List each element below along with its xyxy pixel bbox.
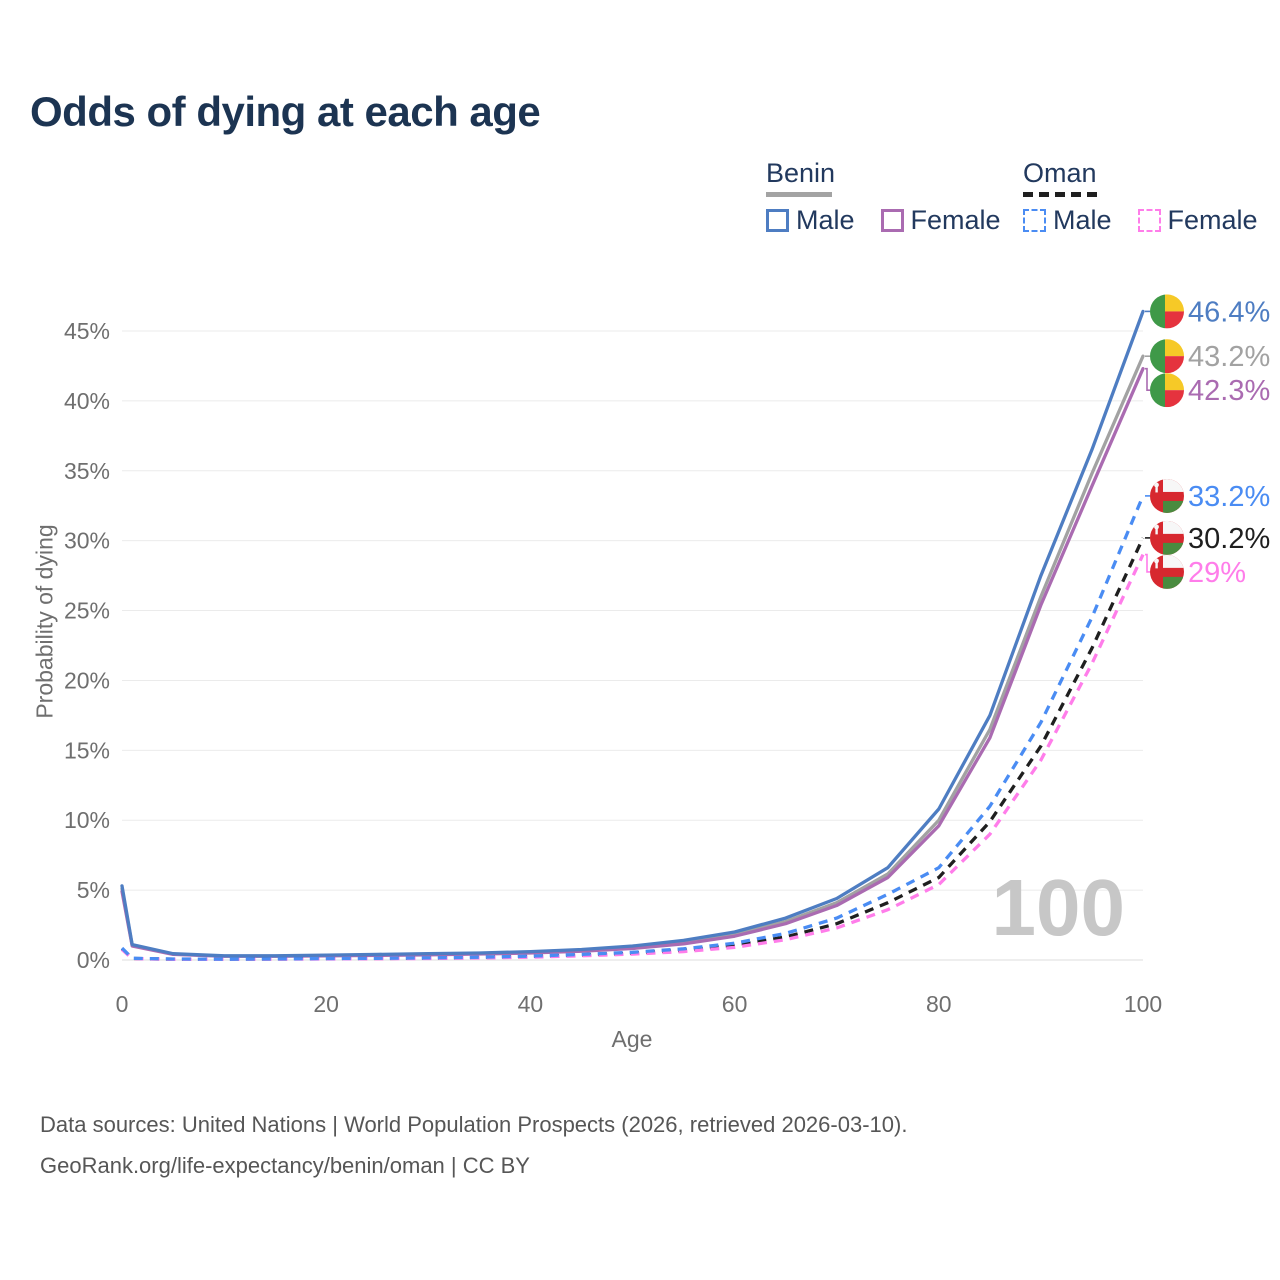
legend-group-benin: Benin Male Female: [766, 158, 1001, 236]
oman-flag-icon: [1150, 478, 1184, 513]
legend-label-benin-male: Male: [796, 205, 855, 235]
benin-flag-icon: [1150, 339, 1184, 374]
oman-flag-icon: [1150, 554, 1184, 589]
legend-oman-title: Oman: [1023, 158, 1097, 188]
y-axis-title: Probability of dying: [31, 524, 58, 719]
label-connector: [1145, 367, 1150, 391]
footer: Data sources: United Nations | World Pop…: [40, 1104, 907, 1186]
oman-female-swatch: [1137, 209, 1161, 232]
y-tick-label: 20%: [64, 667, 110, 693]
x-tick-label: 60: [722, 991, 748, 1017]
x-tick-label: 20: [313, 991, 339, 1017]
age-counter-watermark: 100: [991, 863, 1125, 952]
label-connector: [1145, 553, 1150, 573]
legend-label-benin-female: Female: [910, 205, 1001, 235]
benin-solid-line-swatch: [766, 192, 832, 197]
legend-country-oman[interactable]: Oman: [1023, 158, 1258, 197]
benin-flag-icon: [1150, 373, 1184, 408]
end-value-label: 46.4%: [1188, 296, 1270, 328]
x-axis-title: Age: [611, 1026, 653, 1052]
legend-label-oman-female: Female: [1167, 205, 1258, 235]
data-sources-line: Data sources: United Nations | World Pop…: [40, 1112, 908, 1137]
y-tick-label: 35%: [64, 458, 110, 484]
y-tick-label: 45%: [64, 318, 110, 344]
end-value-label: 42.3%: [1188, 375, 1270, 407]
legend: Benin Male Female Oman: [766, 158, 1258, 236]
oman-male-swatch: [1023, 209, 1046, 232]
x-tick-label: 80: [926, 991, 952, 1017]
series-line-benin-male[interactable]: [120, 309, 1145, 958]
benin-female-swatch: [880, 209, 904, 232]
y-tick-label: 25%: [64, 598, 110, 624]
legend-benin-title: Benin: [766, 158, 836, 188]
legend-item-oman-male[interactable]: Male: [1023, 205, 1112, 236]
x-tick-label: 100: [1124, 991, 1162, 1017]
end-value-label: 29%: [1188, 557, 1246, 589]
legend-item-benin-male[interactable]: Male: [766, 205, 855, 236]
y-tick-label: 0%: [77, 947, 110, 973]
series-line-oman-male[interactable]: [120, 495, 1145, 961]
x-tick-label: 0: [116, 991, 129, 1017]
end-value-label: 43.2%: [1188, 341, 1270, 373]
y-tick-label: 40%: [64, 388, 110, 414]
end-value-label: 33.2%: [1188, 481, 1270, 513]
y-tick-label: 5%: [77, 877, 110, 903]
y-tick-label: 15%: [64, 737, 110, 763]
legend-item-benin-female[interactable]: Female: [880, 205, 1001, 236]
y-tick-label: 30%: [64, 528, 110, 554]
benin-flag-icon: [1150, 294, 1184, 329]
oman-dashed-line-swatch: [1023, 192, 1097, 197]
end-value-label: 30.2%: [1188, 523, 1270, 555]
legend-country-benin[interactable]: Benin: [766, 158, 995, 197]
legend-item-oman-female[interactable]: Female: [1137, 205, 1258, 236]
legend-label-oman-male: Male: [1053, 205, 1112, 235]
legend-group-oman: Oman Male Female: [1023, 158, 1258, 236]
y-tick-label: 10%: [64, 807, 110, 833]
benin-male-swatch: [766, 209, 789, 232]
oman-flag-icon: [1150, 520, 1184, 555]
series-line-benin-both-sexes[interactable]: [120, 354, 1145, 958]
x-tick-label: 40: [518, 991, 544, 1017]
attribution-line: GeoRank.org/life-expectancy/benin/oman |…: [40, 1153, 530, 1178]
page-title: Odds of dying at each age: [30, 88, 541, 135]
